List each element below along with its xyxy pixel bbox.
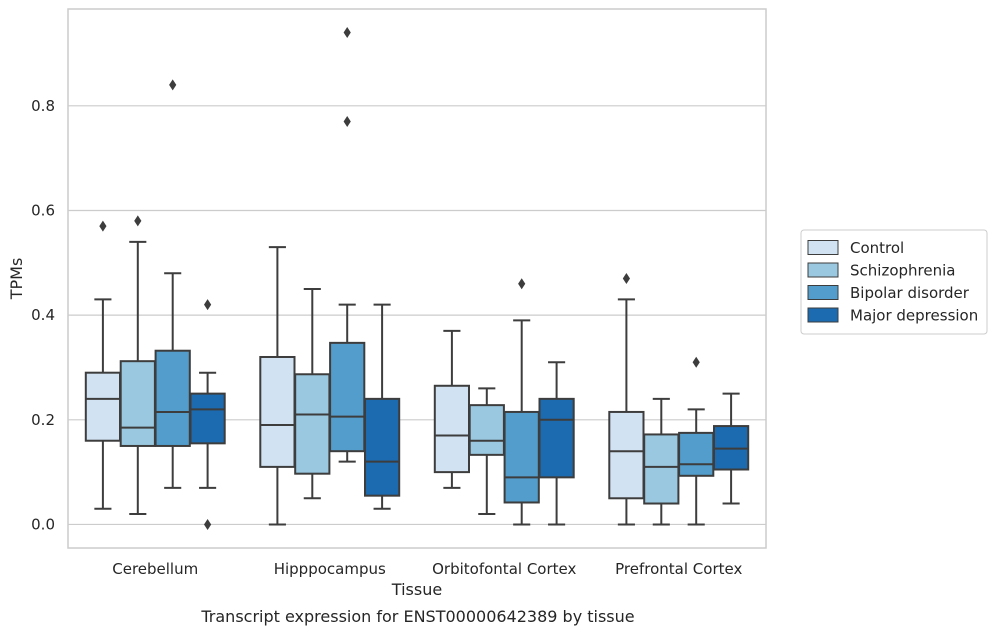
- legend: Control Schizophrenia Bipolar disorder Majo…: [800, 229, 988, 335]
- box-control: [259, 246, 296, 526]
- box-iqr: [84, 371, 122, 442]
- x-tick-label: Orbitofontal Cortex: [432, 560, 576, 578]
- outlier-point: [343, 27, 351, 39]
- box-iqr: [503, 410, 540, 504]
- box-bipolar-disorder: [503, 278, 540, 526]
- legend-swatch: [807, 307, 839, 323]
- outlier-point: [343, 116, 351, 128]
- figure-caption: Transcript expression for ENST0000064238…: [200, 607, 634, 626]
- legend-items: Control Schizophrenia Bipolar disorder Majo…: [807, 239, 978, 325]
- legend-label: Control: [850, 239, 904, 257]
- box-control: [608, 273, 645, 526]
- outlier-point: [518, 278, 526, 290]
- y-tick-label: 0.4: [31, 306, 55, 324]
- box-iqr: [119, 360, 156, 447]
- box-major-depression: [538, 361, 575, 526]
- box-schizophrenia: [119, 215, 156, 515]
- y-tick-label: 0.0: [31, 515, 55, 533]
- legend-label: Major depression: [850, 307, 978, 325]
- x-tick-label: Cerebellum: [112, 560, 198, 578]
- y-tick-label: 0.6: [31, 201, 55, 219]
- y-axis-title: TPMs: [7, 258, 26, 301]
- box-control: [84, 220, 122, 510]
- box-major-depression: [189, 299, 226, 530]
- box-iqr: [259, 355, 296, 468]
- box-control: [433, 329, 471, 489]
- legend-swatch: [807, 262, 839, 278]
- outlier-point: [692, 356, 700, 368]
- box-iqr: [329, 341, 366, 453]
- box-major-depression: [363, 303, 401, 510]
- box-series: [84, 27, 750, 530]
- box-iqr: [154, 349, 191, 447]
- box-schizophrenia: [643, 397, 680, 526]
- box-major-depression: [712, 392, 750, 505]
- box-iqr: [433, 384, 471, 474]
- legend-label: Bipolar disorder: [850, 284, 970, 302]
- box-bipolar-disorder: [329, 27, 366, 463]
- box-iqr: [468, 404, 505, 456]
- legend-frame: [800, 229, 988, 335]
- box-iqr: [608, 410, 645, 500]
- outlier-point: [169, 79, 177, 91]
- box-schizophrenia: [468, 387, 505, 515]
- box-bipolar-disorder: [678, 356, 715, 526]
- y-tick-label: 0.2: [31, 411, 55, 429]
- outlier-point: [204, 518, 212, 530]
- x-tick-label: Hipppocampus: [274, 560, 386, 578]
- box-schizophrenia: [294, 287, 331, 500]
- box-iqr: [363, 397, 401, 497]
- legend-label: Schizophrenia: [850, 262, 955, 280]
- x-axis-title: Tissue: [391, 580, 442, 599]
- box-bipolar-disorder: [154, 79, 191, 489]
- y-axis-ticks: 0.0 0.2 0.4 0.6 0.8: [31, 97, 55, 534]
- plot-frame: [67, 8, 767, 549]
- box-iqr: [643, 433, 680, 505]
- x-axis-ticks: Cerebellum Hipppocampus Orbitofontal Corte…: [112, 560, 742, 578]
- legend-swatch: [807, 240, 839, 255]
- y-tick-label: 0.8: [31, 97, 55, 115]
- outlier-point: [134, 215, 142, 227]
- legend-swatch: [807, 285, 839, 300]
- box-iqr: [538, 397, 575, 479]
- outlier-point: [204, 299, 212, 311]
- outlier-point: [622, 273, 630, 284]
- box-iqr: [678, 431, 715, 477]
- box-iqr: [189, 392, 226, 445]
- x-tick-label: Prefrontal Cortex: [615, 560, 742, 578]
- outlier-point: [99, 220, 107, 232]
- box-iqr: [294, 373, 331, 475]
